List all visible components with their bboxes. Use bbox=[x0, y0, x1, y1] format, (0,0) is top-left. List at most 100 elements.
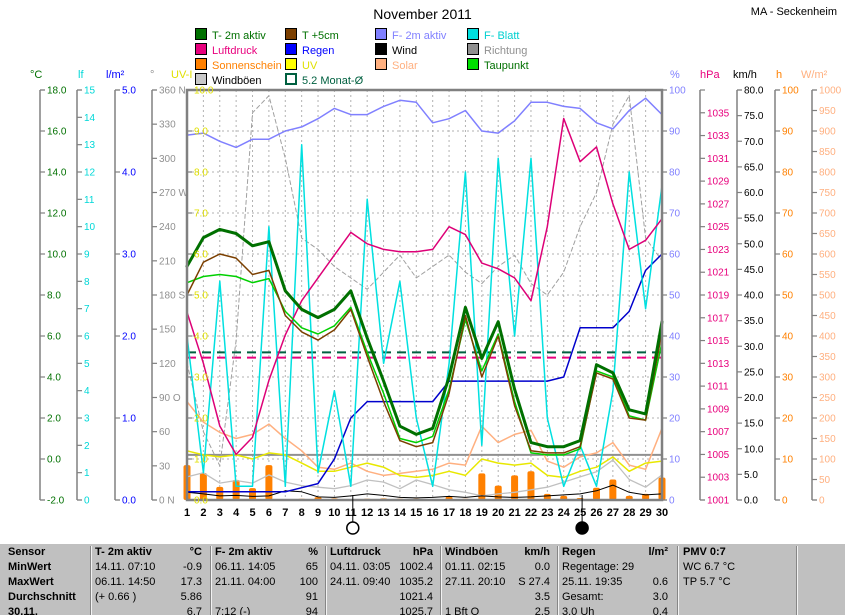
table-cell-avg-value: 3.5 bbox=[534, 591, 550, 603]
axis-hum-tick-label: 10 bbox=[669, 455, 681, 466]
axis-lf-tick-label: 3 bbox=[84, 414, 90, 425]
axis-hpa-tick-label: 1035 bbox=[707, 108, 730, 119]
axis-sun-tick-label: 80 bbox=[782, 168, 794, 179]
legend-item-f-2m-aktiv[interactable]: F- 2m aktiv bbox=[375, 28, 446, 42]
grid-lines bbox=[187, 90, 662, 500]
legend-item-wind[interactable]: Wind bbox=[375, 43, 417, 57]
table-cell-min-text: 06.11. 14:05 bbox=[215, 561, 276, 573]
axis-solar-tick-label: 750 bbox=[819, 188, 836, 199]
axis-dir-tick-label: 270 W bbox=[159, 188, 188, 199]
axis-temp-tick-label: -2.0 bbox=[47, 496, 65, 507]
axis-hpa-tick-label: 1029 bbox=[707, 177, 730, 188]
legend-swatch-icon bbox=[375, 58, 387, 70]
weather-chart: 18.016.014.012.010.08.06.04.02.00.0-2.0°… bbox=[30, 69, 842, 535]
axis-lf-tick-label: 4 bbox=[84, 386, 90, 397]
day-label: 21 bbox=[508, 507, 520, 519]
legend-item-label: Windböen bbox=[212, 75, 262, 87]
table-row-label: MaxWert bbox=[8, 576, 54, 588]
axis-temp-tick-label: 4.0 bbox=[47, 373, 61, 384]
axis-temp-tick-label: 2.0 bbox=[47, 414, 61, 425]
legend-item-sonnenschein[interactable]: Sonnenschein bbox=[195, 58, 282, 72]
table-col-name: T- 2m aktiv bbox=[95, 546, 152, 558]
legend-swatch-icon bbox=[195, 58, 207, 70]
axis-temp-tick-label: 14.0 bbox=[47, 168, 67, 179]
legend-item-uv[interactable]: UV bbox=[285, 58, 317, 72]
axis-lf-tick-label: 12 bbox=[84, 168, 96, 179]
legend-item-taupunkt[interactable]: Taupunkt bbox=[467, 58, 529, 72]
axis-lf-tick-label: 13 bbox=[84, 140, 96, 151]
axis-dir-tick-label: 240 bbox=[159, 222, 176, 233]
legend-item-label: T +5cm bbox=[302, 30, 339, 42]
axis-wind-tick-label: 65.0 bbox=[744, 162, 764, 173]
legend-item-t-2m-aktiv[interactable]: T- 2m aktiv bbox=[195, 28, 266, 42]
day-label: 24 bbox=[558, 507, 571, 519]
legend-item-t-5cm[interactable]: T +5cm bbox=[285, 28, 339, 42]
axis-hpa-unit: hPa bbox=[700, 69, 720, 81]
axis-temp-tick-label: 16.0 bbox=[47, 127, 67, 138]
axis-wind-tick-label: 50.0 bbox=[744, 239, 764, 250]
table-col-unit: km/h bbox=[524, 546, 550, 558]
axis-dir-tick-label: 120 bbox=[159, 359, 176, 370]
axis-sun-tick-label: 40 bbox=[782, 332, 794, 343]
legend-item-solar[interactable]: Solar bbox=[375, 58, 418, 72]
axis-hpa-tick-label: 1023 bbox=[707, 245, 730, 256]
series-hum-line bbox=[186, 97, 663, 149]
axis-dir-tick-label: 210 bbox=[159, 256, 176, 267]
axis-hum-tick-label: 40 bbox=[669, 332, 681, 343]
table-cell-max-value: 100 bbox=[299, 576, 318, 588]
table-cell-cur-value: 1025.7 bbox=[399, 606, 433, 615]
axis-dir-tick-label: 60 bbox=[159, 427, 171, 438]
series-regen-line bbox=[186, 253, 663, 493]
table-col-unit: l/m² bbox=[648, 546, 668, 558]
axis-lf-unit: lf bbox=[78, 69, 84, 81]
new-moon-icon bbox=[575, 495, 589, 535]
axis-hum-tick-label: 60 bbox=[669, 250, 681, 261]
axis-dir-tick-label: 360 N bbox=[159, 86, 186, 97]
chart-area: 18.0 16.0 14.0 12.0 10.0 8.0 6.0 4.0 2.0 0.0 -2.0 °… bbox=[30, 69, 842, 535]
legend-item-label: Regen bbox=[302, 45, 335, 57]
axis-uv-tick-label: 5.0 bbox=[194, 291, 208, 302]
axis-solar-tick-label: 800 bbox=[819, 168, 836, 179]
axis-solar-tick-label: 950 bbox=[819, 106, 836, 117]
table-col-name: Regen bbox=[562, 546, 596, 558]
legend-swatch-icon bbox=[285, 43, 297, 55]
axis-wind-tick-label: 80.0 bbox=[744, 86, 764, 97]
legend-item-windb-en[interactable]: Windböen bbox=[195, 73, 262, 87]
legend-item-richtung[interactable]: Richtung bbox=[467, 43, 527, 57]
legend-item-luftdruck[interactable]: Luftdruck bbox=[195, 43, 258, 57]
axis-hpa-tick-label: 1031 bbox=[707, 154, 730, 165]
axis-uv-tick-label: 6.0 bbox=[194, 250, 208, 261]
axis-hpa-tick-label: 1007 bbox=[707, 427, 730, 438]
axis-dir-tick-label: 330 bbox=[159, 120, 176, 131]
axis-solar-tick-label: 250 bbox=[819, 393, 836, 404]
legend-item-f-blatt[interactable]: F- Blatt bbox=[467, 28, 519, 42]
table-cell-avg-value: 91 bbox=[305, 591, 318, 603]
table-cell-max-value: 17.3 bbox=[180, 576, 202, 588]
axis-sun-tick-label: 0 bbox=[782, 496, 788, 507]
axis-solar-tick-label: 50 bbox=[819, 475, 831, 486]
axis-solar-tick-label: 650 bbox=[819, 229, 836, 240]
axis-uv-unit: UV-I bbox=[171, 69, 192, 81]
day-label: 11 bbox=[345, 507, 357, 519]
table-column-divider bbox=[90, 546, 92, 615]
legend-swatch-icon bbox=[467, 43, 479, 55]
axis-wind-tick-label: 70.0 bbox=[744, 137, 764, 148]
day-label: 20 bbox=[492, 507, 504, 519]
axis-hpa-tick-label: 1013 bbox=[707, 359, 730, 370]
axis-solar-tick-label: 500 bbox=[819, 291, 836, 302]
axis-dir-tick-label: 90 O bbox=[159, 393, 181, 404]
series-richtung-line bbox=[186, 95, 663, 467]
legend-item-regen[interactable]: Regen bbox=[285, 43, 335, 57]
legend-item-label: Taupunkt bbox=[484, 60, 529, 72]
series-t5cm-line bbox=[186, 253, 663, 454]
series-taupunkt-line bbox=[186, 273, 663, 456]
legend-item-label: Luftdruck bbox=[212, 45, 258, 57]
legend-item-5-2-monat-[interactable]: 5.2 Monat-Ø bbox=[285, 73, 363, 87]
day-label: 3 bbox=[217, 507, 223, 519]
series-sonnenschein-bars bbox=[183, 465, 666, 500]
axis-lf-tick-label: 8 bbox=[84, 277, 90, 288]
axis-rain-tick-label: 2.0 bbox=[122, 332, 136, 343]
legend-swatch-icon bbox=[285, 73, 297, 85]
table-cell-max-text: 06.11. 14:50 bbox=[95, 576, 156, 588]
day-label: 9 bbox=[315, 507, 321, 519]
